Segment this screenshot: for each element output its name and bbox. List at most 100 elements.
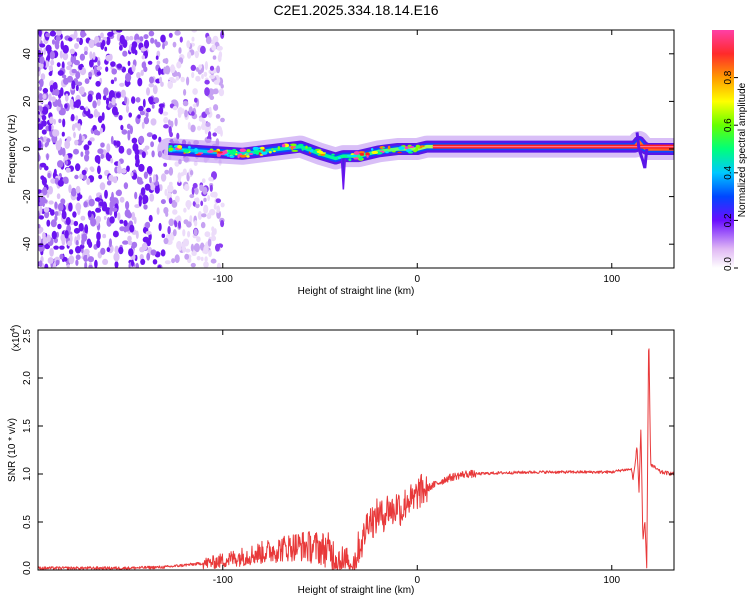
spectrogram-cell	[171, 99, 178, 104]
spectrogram-cell	[106, 247, 111, 253]
spectrogram-cell	[81, 238, 85, 246]
spectrogram-cell	[140, 258, 146, 265]
spectrogram-cell	[41, 106, 49, 115]
spectrogram-cell	[126, 148, 132, 156]
spectrogram-cell	[39, 206, 43, 215]
spectrogram-cell	[51, 39, 56, 45]
spectrogram-cell	[134, 204, 141, 209]
spectrogram-cell	[207, 212, 211, 220]
spectrogram-cell	[51, 96, 56, 102]
spectrogram-cell	[59, 253, 64, 260]
spectrogram-cell	[59, 245, 65, 250]
spectrogram-cell	[220, 83, 224, 89]
spectrogram-cell	[106, 180, 112, 186]
spectrogram-cell	[187, 122, 191, 130]
snr-scale-label: (x104)	[10, 325, 22, 352]
spectrogram-cell	[119, 226, 126, 232]
spectrogram-cell	[168, 32, 173, 38]
spectrogram-cell	[146, 87, 150, 96]
ridge-speckle	[239, 154, 247, 158]
spectrogram-cell	[179, 36, 183, 43]
spectrogram-cell	[142, 199, 147, 205]
spectrogram-cell	[102, 258, 109, 265]
snr-ytick-label: 0.0	[22, 561, 33, 575]
spectrogram-cell	[73, 30, 78, 39]
spectrogram-cell	[47, 257, 54, 264]
spectrogram-cell	[66, 136, 72, 142]
spectrogram-cell	[159, 184, 163, 192]
spectrogram-cell	[176, 132, 180, 140]
ridge-speckle	[183, 149, 190, 153]
spectrogram-cell	[105, 36, 111, 46]
spectrogram-cell	[68, 37, 73, 42]
spectrogram-cell	[213, 104, 219, 111]
spectrogram-cell	[62, 44, 69, 54]
spectrogram-cell	[133, 216, 137, 225]
snr-xtick-label: -100	[213, 575, 233, 586]
spectrogram-cell	[201, 178, 206, 184]
spectrogram-cell	[209, 65, 215, 71]
colorbar-gradient	[712, 30, 734, 268]
ridge-speckle	[188, 145, 191, 149]
spectrogram-cell	[127, 240, 133, 246]
spectrogram-cell	[208, 249, 213, 258]
spectrogram-cell	[94, 155, 101, 163]
spectrogram-cell	[74, 122, 79, 128]
spectrogram-cell	[119, 196, 125, 203]
spectrogram-cell	[116, 30, 123, 33]
spectrogram-cell	[127, 60, 131, 67]
spectrogram-cell	[168, 218, 175, 227]
spectrogram-cell	[48, 71, 53, 77]
spectrogram-cell	[117, 212, 121, 221]
spectrogram-cell	[103, 87, 109, 96]
colorbar-label: Normalized spectral amplitude	[737, 82, 748, 217]
spectrogram-cell	[95, 92, 102, 101]
spectrogram-cell	[59, 50, 63, 59]
spectrogram-cell	[174, 216, 180, 221]
spectrogram-cell	[202, 186, 208, 195]
spectrogram-cell	[191, 111, 195, 116]
colorbar-tick-label: 0.6	[723, 118, 734, 132]
spectrogram-cell	[190, 243, 194, 252]
ridge-speckle	[252, 146, 260, 151]
spectrogram-cell	[163, 124, 169, 129]
spectrogram-cell	[102, 233, 107, 239]
spectrogram-cell	[97, 165, 101, 175]
spectrogram-cell	[160, 199, 166, 205]
spectrogram-cell	[194, 50, 199, 59]
spectrogram-cell	[171, 199, 178, 208]
spectrogram-cell	[54, 40, 59, 49]
spectrogram-cell	[181, 108, 185, 114]
spectrogram-cell	[128, 35, 134, 41]
spectrogram-cell	[160, 173, 167, 182]
spectrogram-cell	[174, 117, 178, 127]
spectrogram-cell	[175, 75, 180, 81]
spectrogram-cell	[66, 264, 70, 268]
spectrogram-cell	[62, 147, 66, 157]
spectrogram-cell	[64, 139, 71, 149]
spectrogram-cell	[85, 106, 89, 112]
spectrogram-cell	[201, 213, 207, 218]
colorbar-tick-label: 0.4	[723, 165, 734, 179]
ridge-speckle	[260, 146, 265, 150]
spectrogram-cell	[187, 230, 191, 238]
spectrogram-cell	[117, 160, 121, 168]
spectrogram-cell	[184, 183, 190, 192]
spectrogram-cell	[143, 39, 150, 49]
ridge-speckle	[338, 156, 341, 160]
spectrogram-cell	[125, 72, 132, 82]
ridge-speckle	[358, 151, 365, 154]
spectrogram-cell	[97, 60, 101, 67]
spectrogram-cell	[70, 187, 77, 197]
ridge-speckle	[385, 151, 389, 154]
spectrogram-cell	[164, 65, 171, 75]
colorbar-tick-label: 0.8	[723, 70, 734, 84]
spectrogram-cell	[167, 80, 173, 89]
spectrogram-cell	[129, 224, 135, 233]
spectrogram-cell	[177, 172, 182, 181]
spectrogram-xtick-label: -100	[213, 274, 233, 285]
spectrogram-cell	[204, 87, 210, 97]
spectrogram-cell	[123, 220, 128, 227]
spectrogram-cell	[103, 215, 107, 220]
spectrogram-cell	[39, 106, 43, 112]
